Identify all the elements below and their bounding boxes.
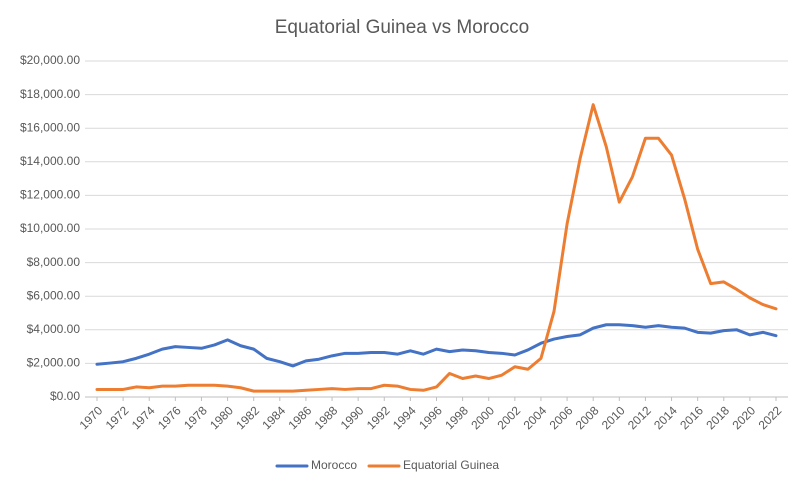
legend-label: Morocco bbox=[311, 458, 357, 472]
line-series bbox=[95, 323, 778, 368]
line-series bbox=[95, 103, 778, 393]
y-tick-label: $16,000.00 bbox=[20, 120, 80, 134]
y-tick-label: $14,000.00 bbox=[20, 154, 80, 168]
y-tick-label: $8,000.00 bbox=[27, 255, 81, 269]
legend-label: Equatorial Guinea bbox=[403, 458, 499, 472]
y-tick-label: $18,000.00 bbox=[20, 87, 80, 101]
y-tick-label: $0.00 bbox=[50, 389, 80, 403]
y-tick-label: $12,000.00 bbox=[20, 188, 80, 202]
chart-title: Equatorial Guinea vs Morocco bbox=[275, 17, 530, 38]
y-tick-label: $10,000.00 bbox=[20, 221, 80, 235]
y-tick-label: $20,000.00 bbox=[20, 53, 80, 67]
y-tick-label: $4,000.00 bbox=[27, 322, 81, 336]
y-tick-label: $6,000.00 bbox=[27, 288, 81, 302]
y-tick-label: $2,000.00 bbox=[27, 356, 81, 370]
